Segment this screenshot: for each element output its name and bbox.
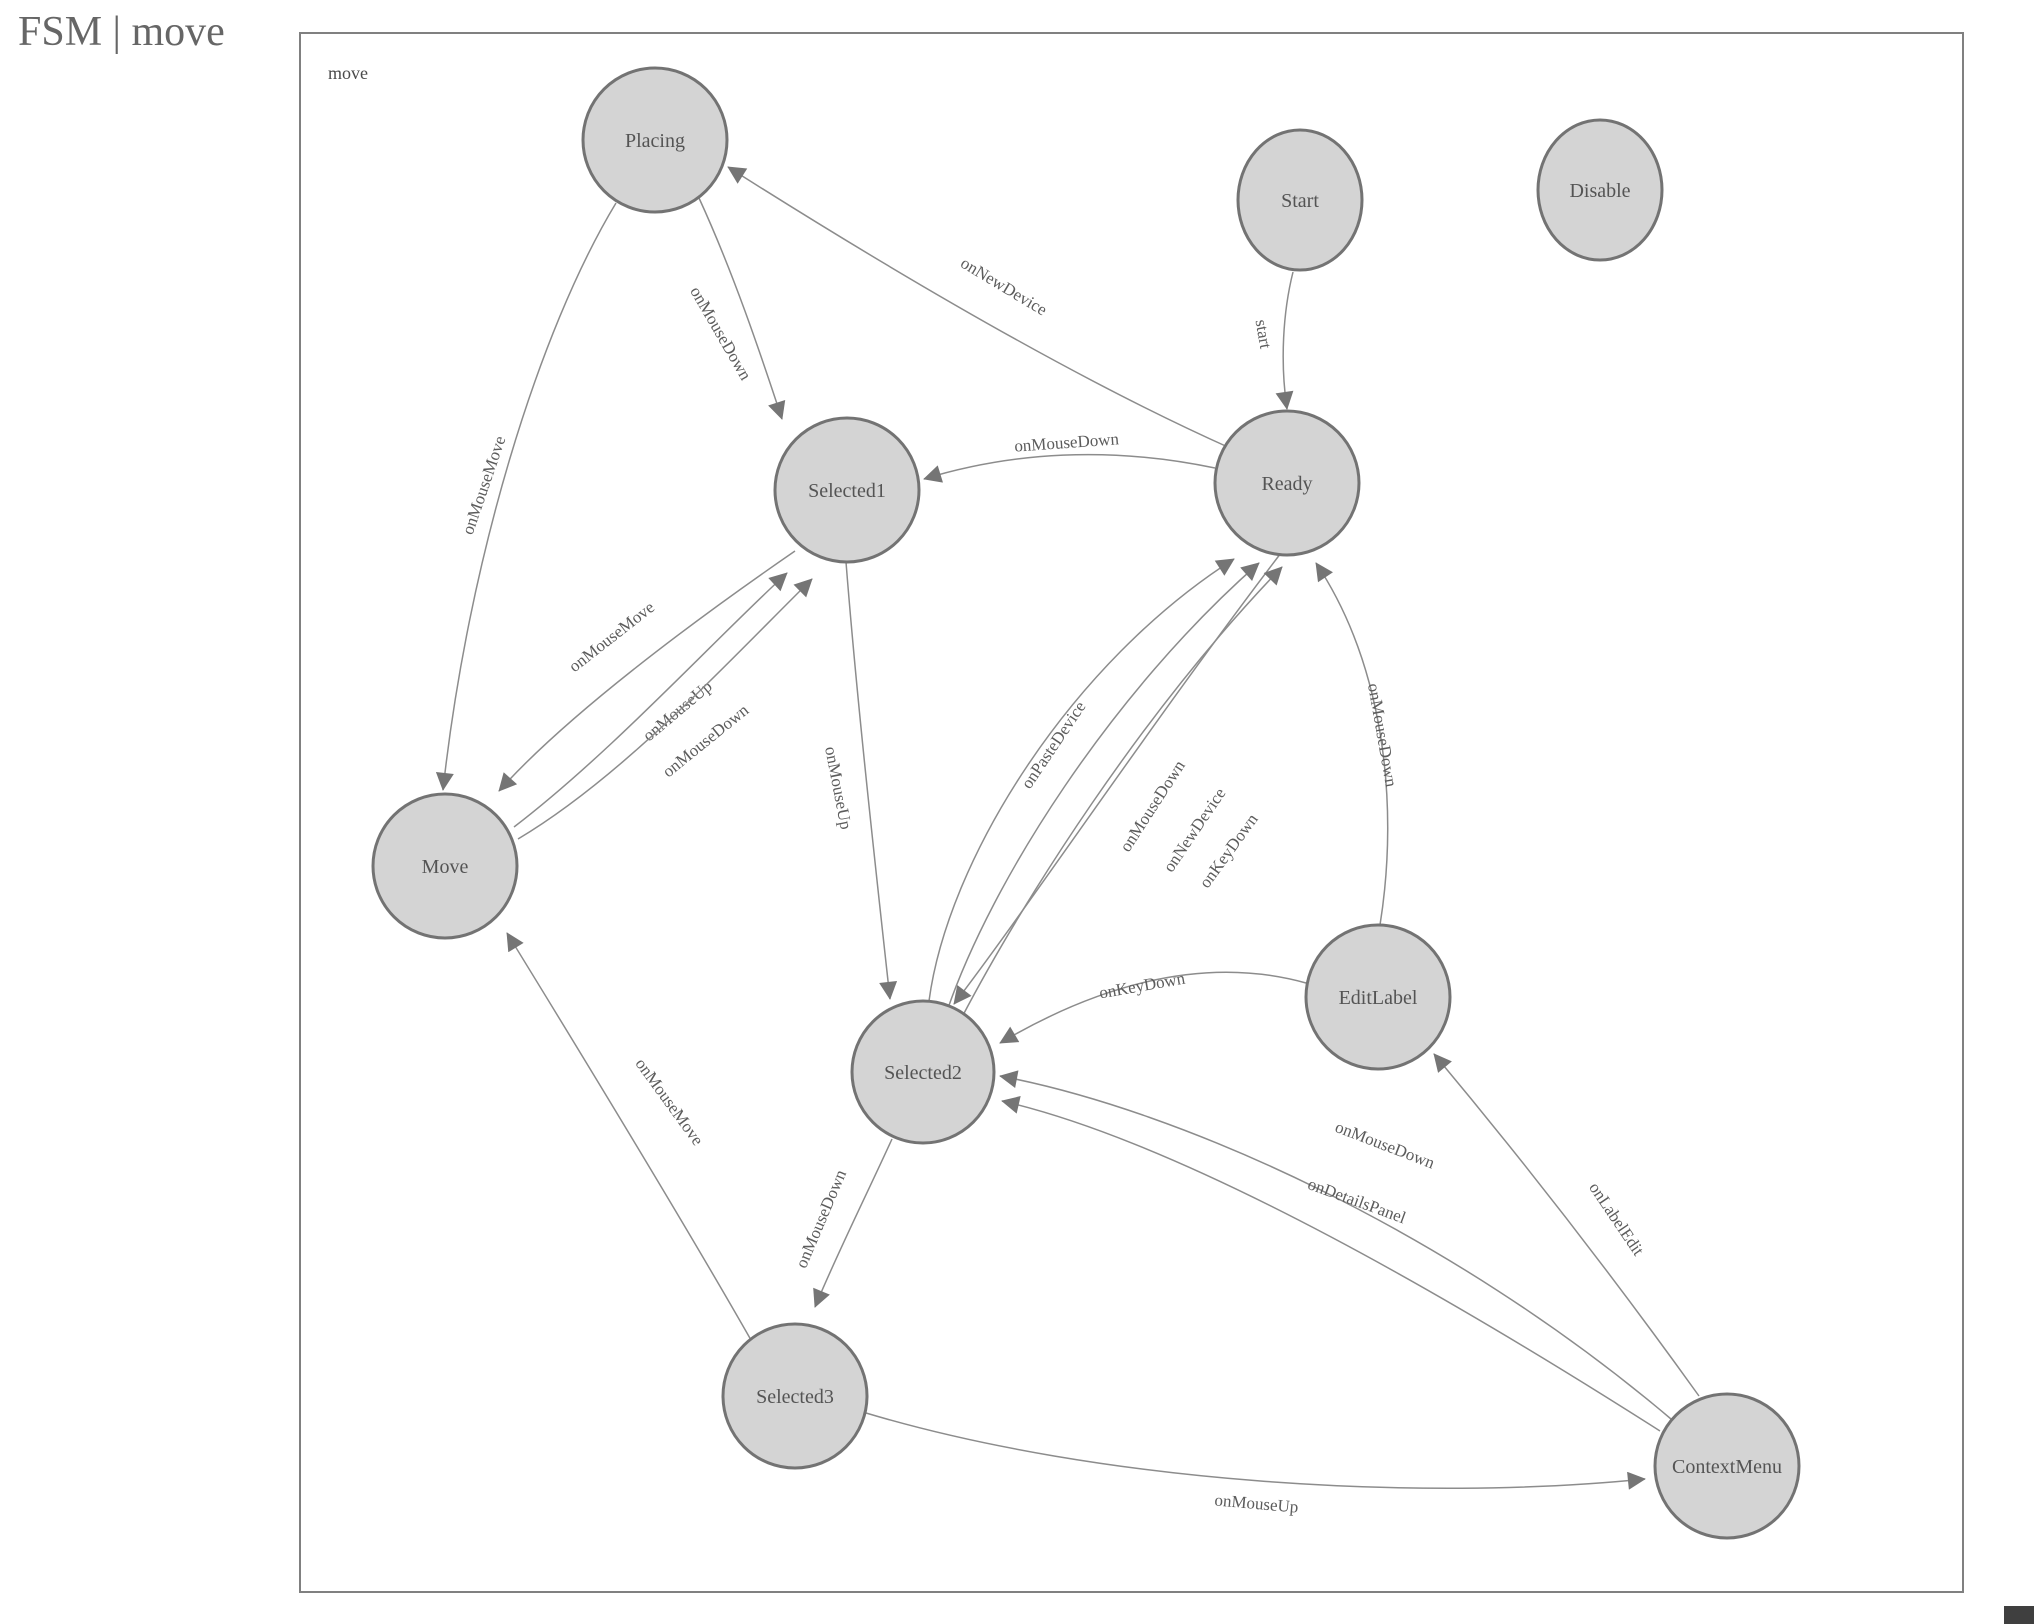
transition-label: onMouseDown: [792, 1166, 851, 1270]
state-node-editlabel[interactable]: [1304, 923, 1452, 1071]
state-label-contextmenu: ContextMenu: [1672, 1456, 1782, 1478]
transition-label: onPasteDevice: [1017, 698, 1089, 792]
states-layer: Placing Start Disable Ready Selected1 Move Sel…: [371, 66, 1801, 1540]
transition-edge-editlabel-ready[interactable]: [1315, 562, 1389, 926]
state-label-selected2: Selected2: [884, 1062, 962, 1084]
diagram-border: [299, 32, 1964, 1593]
transition-edge-selected3-contextmenu[interactable]: [865, 1412, 1646, 1490]
transition-label: onMouseUp: [1214, 1490, 1299, 1516]
transition-edge-ready-selected2[interactable]: [953, 548, 1285, 1005]
transition-edge-selected1-move[interactable]: [498, 550, 796, 792]
state-node-disable[interactable]: [1536, 118, 1664, 262]
transition-edge-selected2-ready[interactable]: [946, 562, 1260, 1012]
state-node-selected3[interactable]: [721, 1322, 869, 1470]
state-label-selected1: Selected1: [808, 480, 886, 502]
diagram-name-label: move: [328, 63, 368, 83]
state-node-start[interactable]: [1236, 128, 1364, 272]
transition-label: onLabelEdit: [1585, 1179, 1648, 1260]
transition-edge-selected3-move[interactable]: [506, 932, 752, 1341]
state-node-move[interactable]: [371, 792, 519, 940]
transition-edge-ready-selected1[interactable]: [923, 453, 1216, 483]
transitions-layer: startonNewDeviceonMouseDownonMouseDownon…: [435, 166, 1700, 1517]
transition-edge-contextmenu-selected2[interactable]: [1001, 1096, 1661, 1432]
transition-label: onMouseDown: [1333, 1117, 1438, 1172]
transition-label: onKeyDown: [1098, 969, 1187, 1003]
transition-edge-editlabel-selected2[interactable]: [999, 971, 1307, 1044]
state-label-disable: Disable: [1569, 180, 1630, 202]
transition-label: onMouseDown: [1364, 682, 1401, 789]
state-node-selected1[interactable]: [773, 416, 921, 564]
transition-label: onMouseDown: [686, 283, 755, 384]
state-label-editlabel: EditLabel: [1339, 987, 1418, 1009]
state-label-start: Start: [1281, 190, 1319, 212]
transition-label: onMouseUp: [821, 745, 856, 831]
transition-edge-move-selected1[interactable]: [517, 578, 813, 840]
state-label-selected3: Selected3: [756, 1386, 834, 1408]
state-node-selected2[interactable]: [850, 999, 996, 1145]
transition-label: onMouseDown: [1014, 429, 1120, 455]
transition-edge-placing-move[interactable]: [435, 202, 617, 791]
state-label-ready: Ready: [1261, 473, 1312, 495]
transition-edge-selected1-selected2[interactable]: [845, 561, 898, 1000]
transition-edge-move-selected1[interactable]: [513, 572, 788, 828]
transition-label: start: [1252, 318, 1276, 350]
transition-label: onNewDevice: [957, 253, 1050, 319]
transition-edge-selected2-ready[interactable]: [928, 558, 1235, 1002]
window-resize-grip[interactable]: [2004, 1606, 2034, 1624]
transition-edge-placing-selected1[interactable]: [698, 197, 786, 420]
transition-edge-contextmenu-selected2[interactable]: [999, 1070, 1672, 1420]
transition-edge-selected2-selected3[interactable]: [813, 1138, 893, 1308]
transition-edge-ready-placing[interactable]: [727, 166, 1231, 449]
transition-label: onMouseMove: [632, 1055, 708, 1149]
state-label-move: Move: [422, 856, 469, 878]
state-label-placing: Placing: [625, 130, 685, 152]
state-node-ready[interactable]: [1213, 409, 1361, 557]
transition-edge-start-ready[interactable]: [1275, 271, 1294, 410]
transition-label: onMouseMove: [565, 597, 658, 675]
state-node-placing[interactable]: [581, 66, 729, 214]
state-node-contextmenu[interactable]: [1653, 1392, 1801, 1540]
transition-edge-contextmenu-editlabel[interactable]: [1433, 1053, 1700, 1397]
transition-edge-selected2-ready[interactable]: [960, 566, 1283, 1020]
page-title: FSM | move: [18, 9, 225, 55]
transition-label: onDetailsPanel: [1305, 1174, 1408, 1227]
